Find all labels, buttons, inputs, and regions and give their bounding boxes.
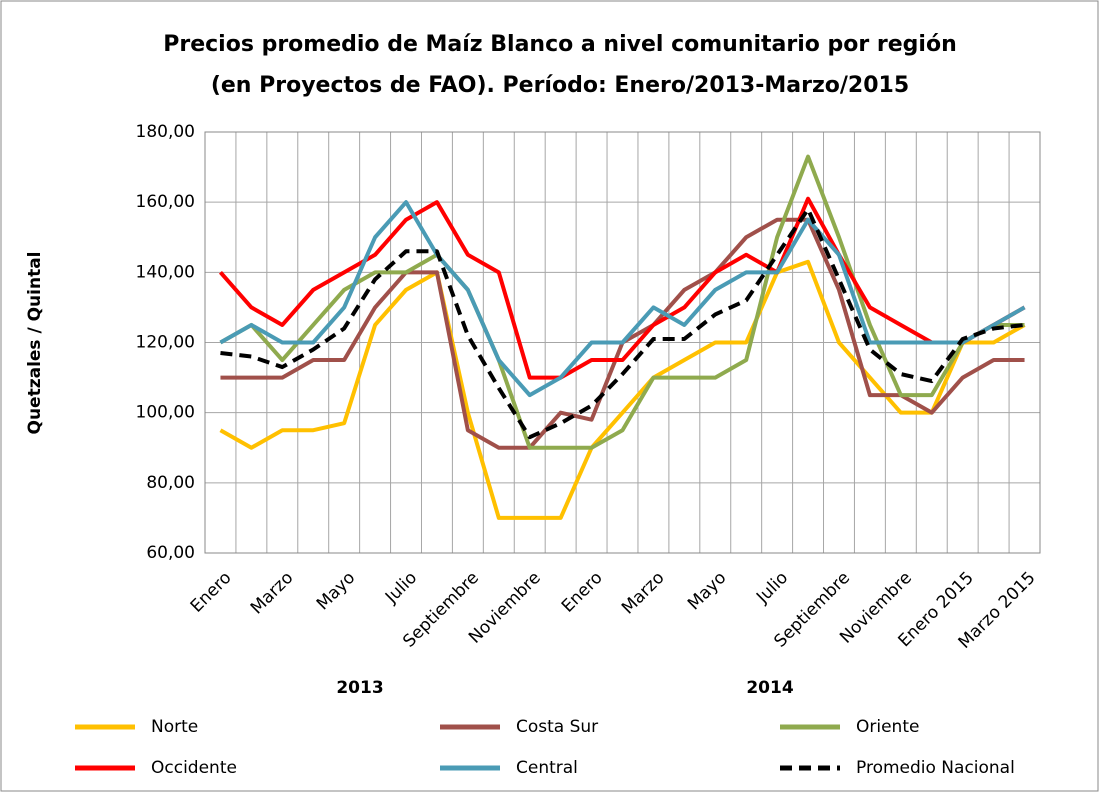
series-line [220, 207, 1025, 440]
plot-frame [204, 131, 1041, 554]
y-tick-label: 100,00 [136, 403, 195, 423]
y-tick-label: 180,00 [136, 122, 195, 142]
y-tick-label: 60,00 [146, 543, 195, 563]
legend-label: Norte [151, 717, 198, 737]
group-label: 2013 [336, 678, 383, 698]
legend-label: Central [516, 758, 578, 778]
legend-label: Promedio Nacional [856, 758, 1015, 778]
legend-label: Oriente [856, 717, 919, 737]
chart-title: Precios promedio de Maíz Blanco a nivel … [163, 32, 957, 57]
series-line [218, 196, 1026, 380]
y-axis-label: Quetzales / Quintal [25, 251, 45, 434]
legend-label: Costa Sur [516, 717, 598, 737]
y-tick-label: 120,00 [136, 333, 195, 353]
series-line [219, 259, 1026, 520]
series-line [219, 200, 1026, 398]
y-tick-label: 140,00 [136, 262, 195, 282]
y-tick-label: 160,00 [136, 192, 195, 212]
y-tick-label: 80,00 [146, 473, 195, 493]
chart-title: (en Proyectos de FAO). Período: Enero/20… [211, 73, 909, 98]
legend-label: Occidente [151, 758, 237, 778]
group-label: 2014 [746, 678, 793, 698]
